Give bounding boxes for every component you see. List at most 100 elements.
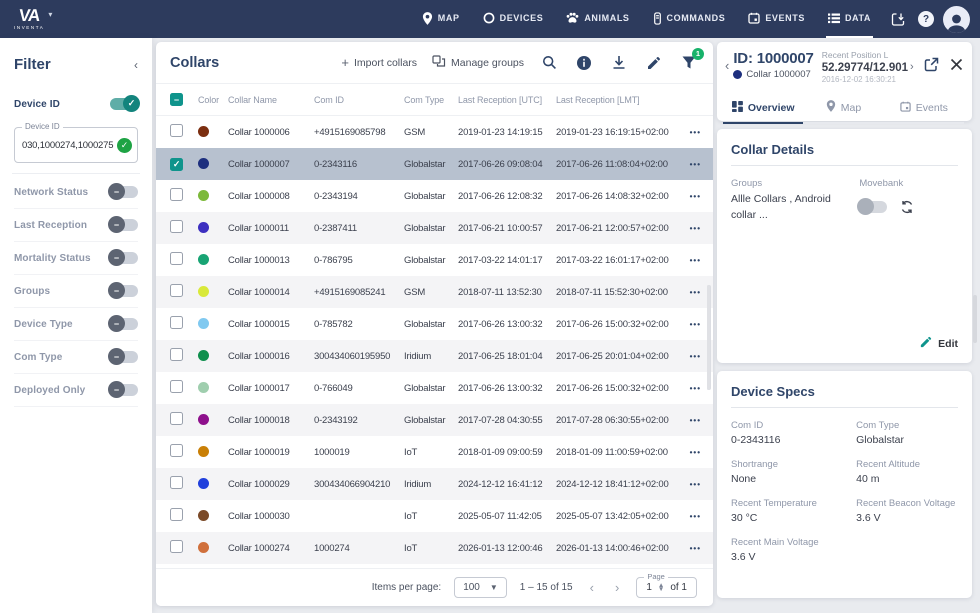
- row-more-button[interactable]: •••: [684, 256, 707, 265]
- last-reception-lmt-cell: 2017-06-26 15:00:32+02:00: [556, 383, 684, 394]
- sync-icon[interactable]: [897, 197, 917, 217]
- row-checkbox[interactable]: [170, 380, 183, 393]
- tab-overview[interactable]: Overview: [723, 94, 803, 122]
- table-row[interactable]: Collar 1000008 0-2343194 Globalstar 2017…: [156, 180, 713, 212]
- table-row[interactable]: Collar 1000030 IoT 2025-05-07 11:42:05 2…: [156, 500, 713, 532]
- tab-map[interactable]: Map: [803, 94, 883, 122]
- page-number-input[interactable]: 1: [646, 582, 652, 593]
- edit-collar-button[interactable]: Edit: [920, 336, 958, 351]
- device-type-toggle[interactable]: −: [110, 318, 138, 330]
- table-row[interactable]: Collar 1000016 300434060195950 Iridium 2…: [156, 340, 713, 372]
- nav-item-devices[interactable]: DEVICES: [481, 0, 546, 38]
- row-more-button[interactable]: •••: [684, 128, 707, 137]
- com-type-toggle[interactable]: −: [110, 351, 138, 363]
- row-checkbox[interactable]: [170, 188, 183, 201]
- table-row[interactable]: Collar 1000017 0-766049 Globalstar 2017-…: [156, 372, 713, 404]
- select-all-checkbox[interactable]: [170, 93, 183, 106]
- table-row[interactable]: Collar 1000019 1000019 IoT 2018-01-09 09…: [156, 436, 713, 468]
- manage-groups-button[interactable]: Manage groups: [432, 55, 524, 70]
- export-data-button[interactable]: [889, 9, 909, 29]
- main-scrollbar[interactable]: [707, 285, 710, 390]
- table-row[interactable]: Collar 1000011 0-2387411 Globalstar 2017…: [156, 212, 713, 244]
- last-reception-lmt-cell: 2017-06-26 11:08:04+02:00: [556, 159, 684, 170]
- row-checkbox[interactable]: [170, 540, 183, 553]
- page-stepper[interactable]: ▲▼: [658, 584, 664, 591]
- detail-previous-button[interactable]: ‹: [723, 50, 731, 73]
- row-more-button[interactable]: •••: [684, 448, 707, 457]
- table-row[interactable]: Collar 1000014 +4915169085241 GSM 2018-0…: [156, 276, 713, 308]
- groups-toggle[interactable]: −: [110, 285, 138, 297]
- row-more-button[interactable]: •••: [684, 352, 707, 361]
- info-button[interactable]: [574, 53, 594, 73]
- device-id-toggle[interactable]: ✓: [110, 98, 138, 110]
- last-reception-lmt-cell: 2017-06-26 15:00:32+02:00: [556, 319, 684, 330]
- table-row[interactable]: Collar 1000013 0-786795 Globalstar 2017-…: [156, 244, 713, 276]
- filter-network-status-row: Network Status −: [14, 176, 138, 209]
- nav-item-data[interactable]: DATA: [826, 0, 873, 38]
- row-more-button[interactable]: •••: [684, 160, 707, 169]
- brand-logo[interactable]: VA INVENTA ▾: [14, 7, 52, 31]
- nav-item-events[interactable]: EVENTS: [746, 0, 807, 38]
- row-checkbox[interactable]: [170, 252, 183, 265]
- collar-device-icon: [653, 12, 662, 25]
- row-checkbox[interactable]: [170, 444, 183, 457]
- row-checkbox[interactable]: [170, 284, 183, 297]
- row-more-button[interactable]: •••: [684, 384, 707, 393]
- table-row[interactable]: Collar 1000007 0-2343116 Globalstar 2017…: [156, 148, 713, 180]
- tab-events[interactable]: Events: [884, 94, 964, 122]
- edit-table-button[interactable]: [644, 53, 664, 73]
- groups-value: Allle Collars , Android collar ...: [731, 192, 849, 224]
- filter-sidebar: Filter ‹ Device ID ✓ Device ID ✓ Network…: [0, 38, 152, 613]
- row-checkbox[interactable]: [170, 412, 183, 425]
- nav-utilities: ?: [889, 6, 970, 33]
- row-checkbox[interactable]: [170, 220, 183, 233]
- row-more-button[interactable]: •••: [684, 416, 707, 425]
- deployed-only-toggle[interactable]: −: [110, 384, 138, 396]
- row-checkbox[interactable]: [170, 158, 183, 171]
- row-more-button[interactable]: •••: [684, 288, 707, 297]
- help-button[interactable]: ?: [918, 11, 934, 27]
- table-row[interactable]: Collar 1000015 0-785782 Globalstar 2017-…: [156, 308, 713, 340]
- detail-panel-scrollbar[interactable]: [973, 295, 977, 343]
- table-row[interactable]: Collar 1000018 0-2343192 Globalstar 2017…: [156, 404, 713, 436]
- last-reception-utc-cell: 2025-05-07 11:42:05: [458, 511, 556, 522]
- row-checkbox[interactable]: [170, 348, 183, 361]
- row-checkbox[interactable]: [170, 508, 183, 521]
- last-reception-toggle[interactable]: −: [110, 219, 138, 231]
- manage-groups-label: Manage groups: [451, 57, 524, 69]
- table-row[interactable]: Collar 1000274 1000274 IoT 2026-01-13 12…: [156, 532, 713, 564]
- collar-name-cell: Collar 1000274: [228, 543, 314, 554]
- nav-item-map[interactable]: MAP: [420, 0, 462, 38]
- row-checkbox[interactable]: [170, 124, 183, 137]
- previous-page-button[interactable]: ‹: [586, 580, 598, 595]
- position-next-button[interactable]: ›: [910, 61, 914, 75]
- row-more-button[interactable]: •••: [684, 544, 707, 553]
- row-more-button[interactable]: •••: [684, 224, 707, 233]
- user-avatar[interactable]: [943, 6, 970, 33]
- open-in-new-button[interactable]: [923, 56, 939, 72]
- search-button[interactable]: [539, 53, 559, 73]
- row-more-button[interactable]: •••: [684, 480, 707, 489]
- table-row[interactable]: Collar 1000006 +4915169085798 GSM 2019-0…: [156, 116, 713, 148]
- mortality-status-toggle[interactable]: −: [110, 252, 138, 264]
- download-button[interactable]: [609, 53, 629, 73]
- movebank-toggle[interactable]: [859, 201, 887, 213]
- row-more-button[interactable]: •••: [684, 192, 707, 201]
- row-checkbox[interactable]: [170, 476, 183, 489]
- device-id-input[interactable]: [22, 140, 117, 151]
- table-row[interactable]: Collar 1000029 300434066904210 Iridium 2…: [156, 468, 713, 500]
- nav-item-commands[interactable]: COMMANDS: [651, 0, 728, 38]
- spec-com-type: Com Type Globalstar: [856, 420, 958, 446]
- filter-button[interactable]: 1: [679, 53, 699, 73]
- row-checkbox[interactable]: [170, 316, 183, 329]
- network-status-toggle[interactable]: −: [110, 186, 138, 198]
- spec-shortrange: Shortrange None: [731, 459, 848, 485]
- row-more-button[interactable]: •••: [684, 512, 707, 521]
- nav-item-animals[interactable]: ANIMALS: [564, 0, 631, 38]
- close-detail-button[interactable]: [948, 56, 964, 72]
- items-per-page-select[interactable]: 100 ▼: [454, 577, 507, 598]
- collapse-sidebar-button[interactable]: ‹: [134, 58, 138, 72]
- next-page-button[interactable]: ›: [611, 580, 623, 595]
- row-more-button[interactable]: •••: [684, 320, 707, 329]
- import-collars-button[interactable]: + Import collars: [341, 56, 417, 69]
